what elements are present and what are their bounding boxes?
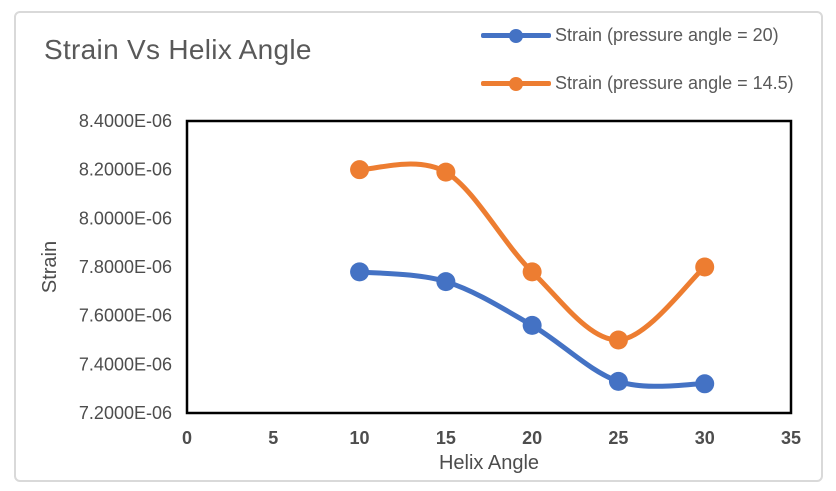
data-point-marker-strain-pressure-angle-14-5	[695, 257, 715, 277]
legend-line-marker-blue-icon	[481, 28, 551, 43]
x-axis-tick-label: 0	[182, 428, 192, 448]
figure-border	[14, 11, 823, 482]
x-axis-tick-label: 20	[522, 428, 542, 448]
y-axis-tick-label: 8.4000E-06	[79, 111, 172, 131]
data-point-marker-strain-pressure-angle-14-5	[436, 162, 456, 182]
axis-tick-labels: 7.2000E-06 7.4000E-06 7.6000E-06 7.8000E-06…	[79, 111, 801, 448]
data-point-marker-strain-pressure-angle-14-5	[350, 160, 370, 180]
x-axis-tick-label: 10	[350, 428, 370, 448]
y-axis-tick-label: 8.2000E-06	[79, 160, 172, 180]
legend-item-pressure-angle-20: Strain (pressure angle = 20)	[481, 21, 794, 50]
x-axis-title: Helix Angle	[439, 452, 539, 474]
data-point-marker-strain-pressure-angle-14-5	[608, 330, 628, 350]
y-axis-tick-label: 7.4000E-06	[79, 354, 172, 374]
data-point-marker-strain-pressure-angle-20	[350, 262, 370, 282]
data-point-marker-strain-pressure-angle-20	[522, 315, 542, 335]
x-axis-tick-label: 30	[695, 428, 715, 448]
chart-title: Strain Vs Helix Angle	[44, 34, 312, 65]
data-point-marker-strain-pressure-angle-20	[436, 272, 456, 292]
x-axis-tick-label: 35	[781, 428, 801, 448]
plot-area-border	[185, 119, 793, 415]
series-line-strain-pressure-angle-14-5	[357, 161, 708, 343]
x-axis-tick-label: 5	[268, 428, 278, 448]
legend-label-pressure-angle-20: Strain (pressure angle = 20)	[555, 25, 779, 45]
x-axis-tick-label: 25	[608, 428, 628, 448]
y-axis-tick-label: 7.8000E-06	[79, 257, 172, 277]
y-axis-tick-label: 8.0000E-06	[79, 208, 172, 228]
data-point-marker-strain-pressure-angle-20	[695, 374, 715, 394]
y-axis-tick-label: 7.2000E-06	[79, 403, 172, 423]
legend-label-pressure-angle-14-5: Strain (pressure angle = 14.5)	[555, 73, 794, 93]
data-series	[350, 160, 715, 394]
y-axis-tick-label: 7.6000E-06	[79, 306, 172, 326]
legend-item-pressure-angle-14-5: Strain (pressure angle = 14.5)	[481, 69, 794, 98]
legend-line-marker-orange-icon	[481, 76, 551, 91]
data-point-marker-strain-pressure-angle-14-5	[522, 262, 542, 282]
legend: Strain (pressure angle = 20) Strain (pre…	[481, 21, 794, 117]
y-axis-title: Strain	[39, 241, 61, 293]
data-point-marker-strain-pressure-angle-20	[608, 371, 628, 391]
x-axis-tick-label: 15	[436, 428, 456, 448]
